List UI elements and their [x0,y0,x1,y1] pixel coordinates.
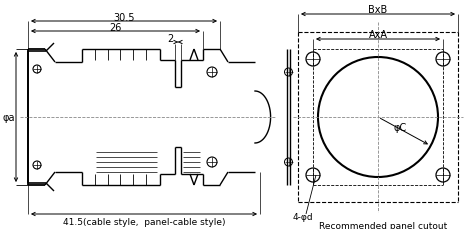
Text: BxB: BxB [368,5,388,15]
Text: φC: φC [393,123,406,132]
Text: φa: φa [3,112,15,123]
Text: Recommended panel cutout: Recommended panel cutout [319,221,447,229]
Text: 41.5(cable style,  panel-cable style): 41.5(cable style, panel-cable style) [63,218,225,226]
Text: 4-φd: 4-φd [293,213,313,221]
Text: 26: 26 [109,23,121,33]
Text: AxA: AxA [369,30,388,40]
Text: 30.5: 30.5 [113,13,135,23]
Text: 2: 2 [167,34,173,44]
